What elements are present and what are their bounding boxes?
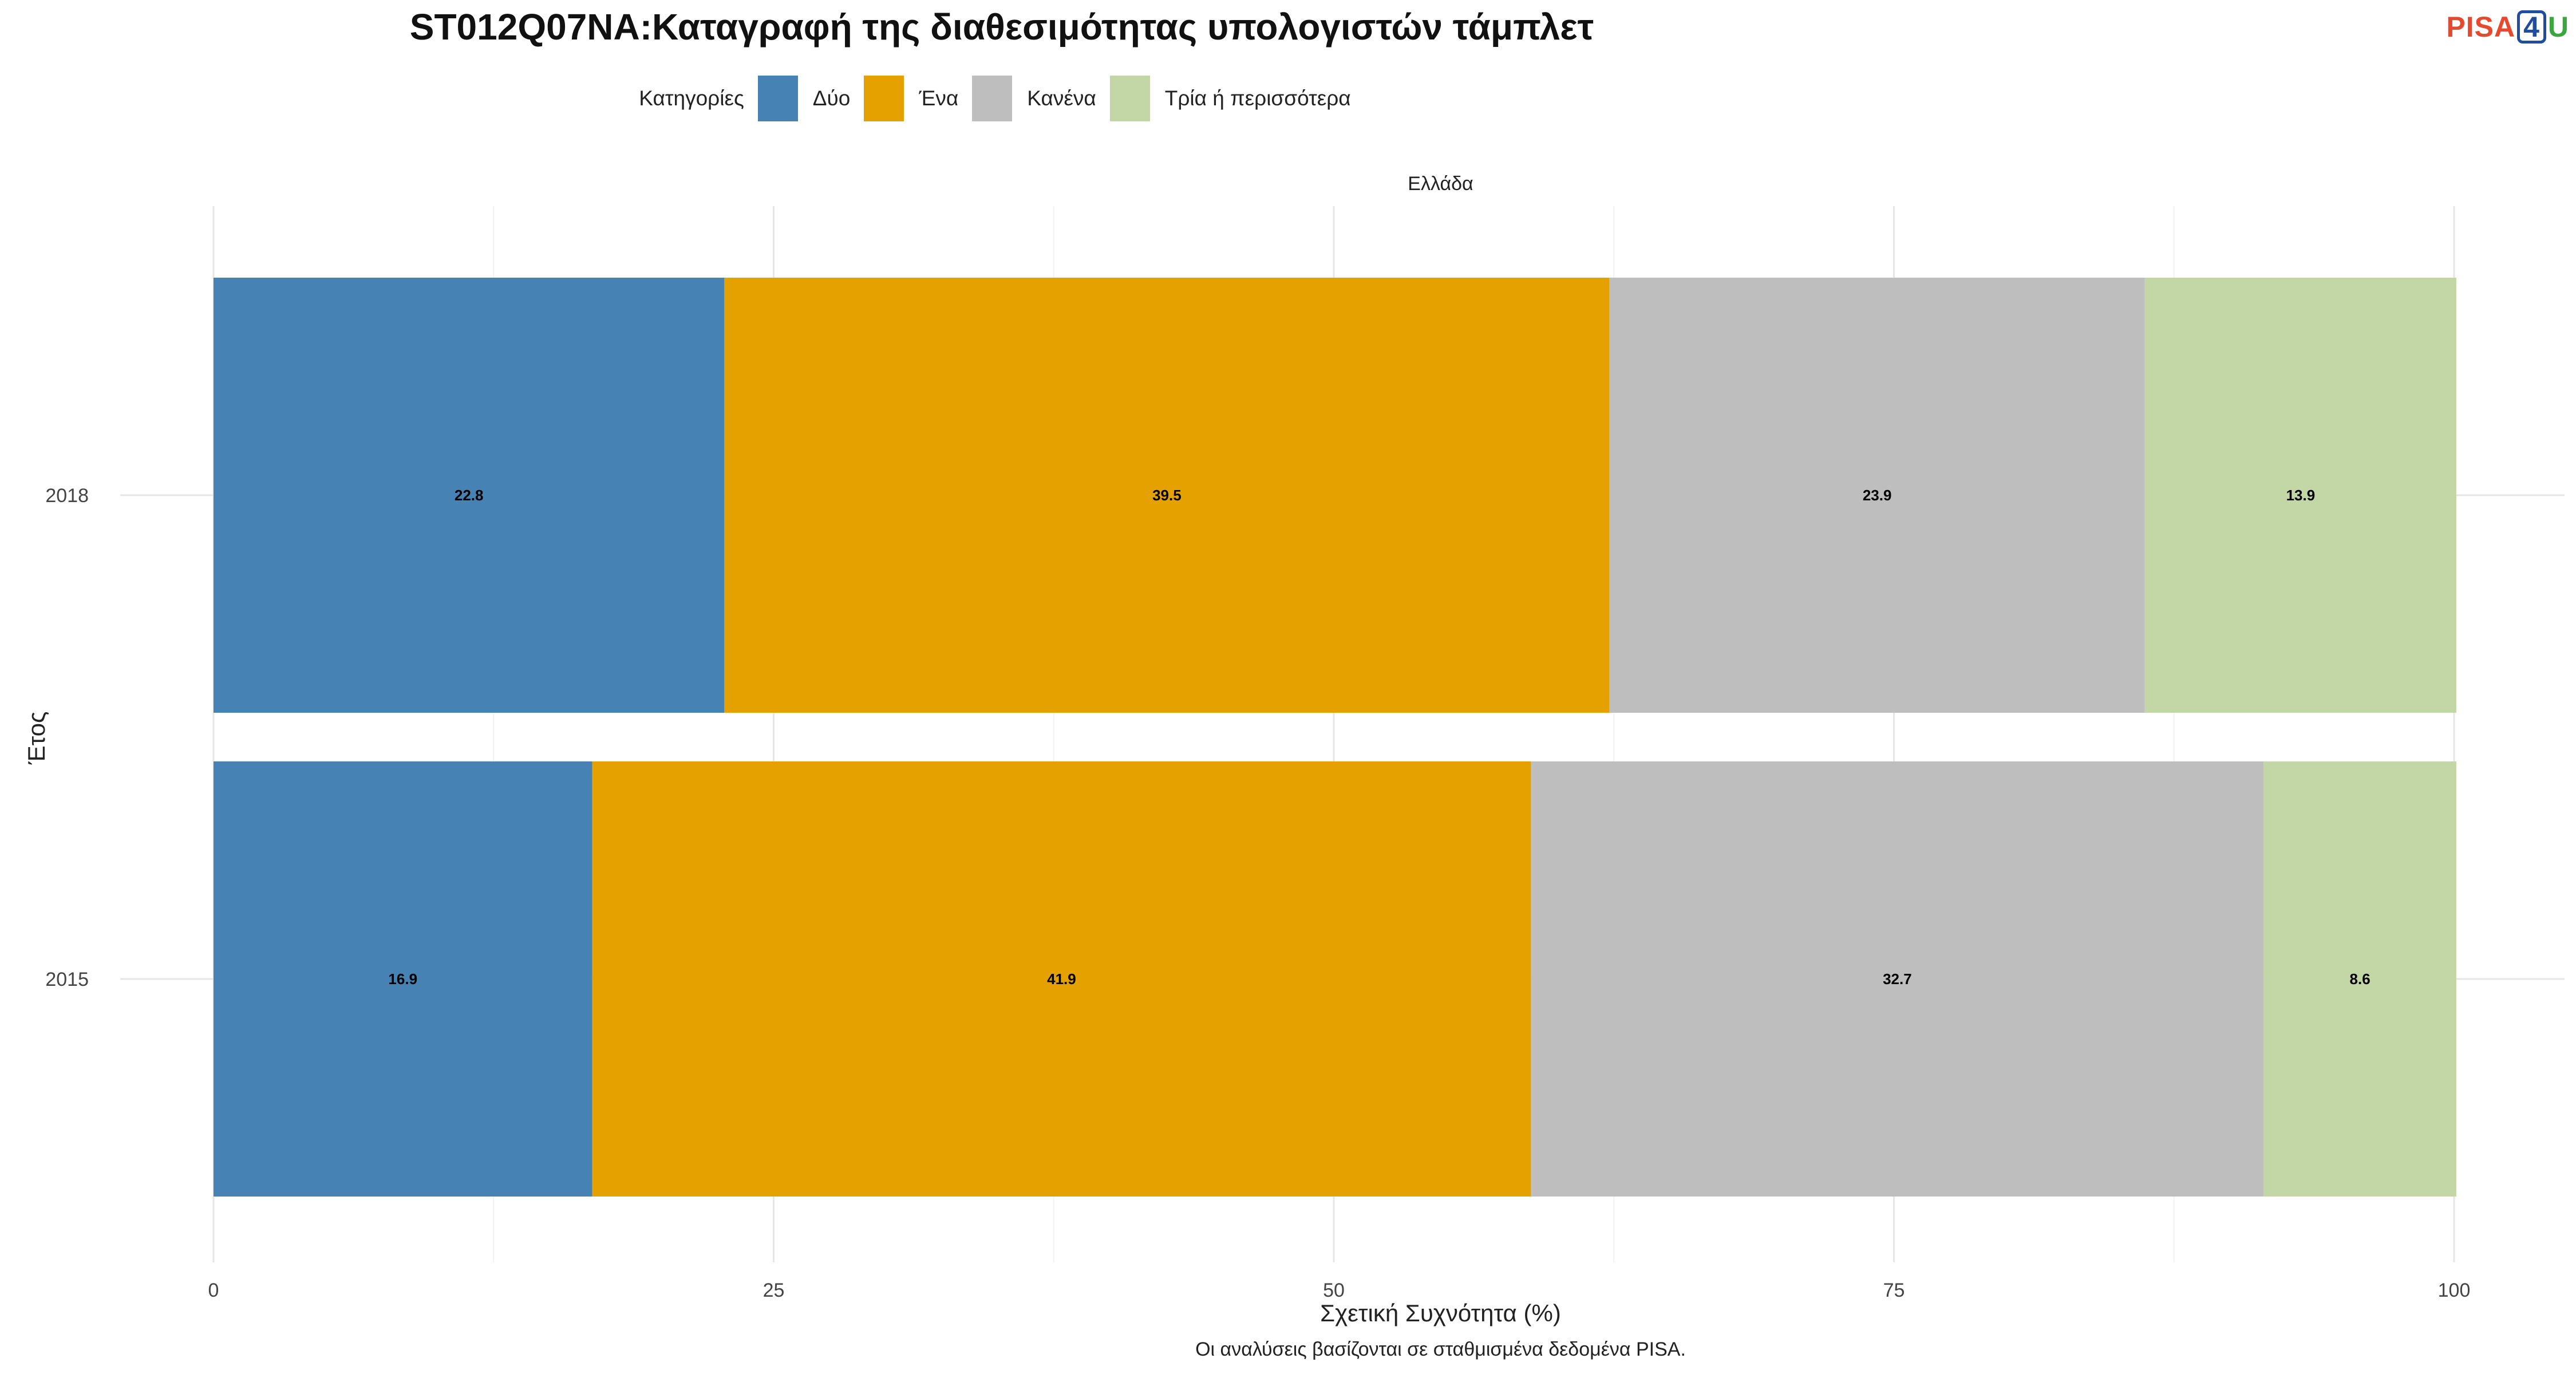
x-tick-label: 25 bbox=[763, 1280, 785, 1301]
bar-value-label: 8.6 bbox=[2350, 970, 2370, 988]
x-axis-label: Σχετική Συχνότητα (%) bbox=[1320, 1300, 1561, 1326]
caption: Οι αναλύσεις βασίζονται σε σταθμισμένα δ… bbox=[1195, 1339, 1686, 1360]
pisa4u-logo: PISA 4 U bbox=[2446, 10, 2569, 44]
x-tick-label: 0 bbox=[208, 1280, 219, 1301]
logo-text-u: U bbox=[2547, 11, 2569, 43]
x-tick-label: 50 bbox=[1323, 1280, 1345, 1301]
legend-label-ena: Ένα bbox=[919, 86, 959, 110]
bar-value-label: 39.5 bbox=[1152, 487, 1182, 504]
legend-item-tria: Τρία ή περισσότερα bbox=[1109, 76, 1351, 121]
bar-value-label: 22.8 bbox=[455, 487, 484, 504]
bar-segment bbox=[592, 761, 1531, 1197]
bar-value-label: 13.9 bbox=[2286, 487, 2316, 504]
logo-text-4: 4 bbox=[2517, 10, 2546, 44]
legend-item-dyo: Δύο bbox=[757, 76, 851, 121]
facet-label: Ελλάδα bbox=[1408, 173, 1473, 195]
legend-label-kanena: Κανένα bbox=[1027, 86, 1096, 110]
bar-segment bbox=[214, 278, 725, 713]
legend-swatch-kanena bbox=[972, 76, 1013, 121]
bar-value-label: 16.9 bbox=[388, 970, 417, 988]
bar-segment bbox=[1531, 761, 2264, 1197]
legend-label-tria: Τρία ή περισσότερα bbox=[1164, 86, 1351, 110]
bar-segment bbox=[724, 278, 1610, 713]
bar-value-label: 32.7 bbox=[1883, 970, 1912, 988]
y-tick-label: 2015 bbox=[45, 969, 89, 990]
legend-swatch-tria bbox=[1109, 76, 1150, 121]
bar-value-label: 41.9 bbox=[1047, 970, 1076, 988]
x-tick-label: 100 bbox=[2438, 1280, 2471, 1301]
legend-item-ena: Ένα bbox=[864, 76, 958, 121]
legend-label-dyo: Δύο bbox=[812, 86, 851, 110]
logo-text-pisa: PISA bbox=[2446, 11, 2516, 43]
legend-swatch-dyo bbox=[757, 76, 798, 121]
y-tick-label: 2018 bbox=[45, 485, 89, 507]
legend: Κατηγορίες Δύο Ένα Κανένα Τρία ή περισσό… bbox=[0, 76, 2004, 121]
legend-item-kanena: Κανένα bbox=[972, 76, 1096, 121]
legend-swatch-ena bbox=[864, 76, 904, 121]
x-tick-label: 75 bbox=[1883, 1280, 1905, 1301]
bar-segment bbox=[2144, 278, 2456, 713]
bar-segment bbox=[2263, 761, 2456, 1197]
y-axis-label: Έτος bbox=[23, 711, 50, 765]
bar-segment bbox=[214, 761, 592, 1197]
legend-title: Κατηγορίες bbox=[639, 86, 744, 110]
bar-segment bbox=[1609, 278, 2145, 713]
chart-title: ST012Q07NA:Καταγραφή της διαθεσιμότητας … bbox=[409, 6, 1594, 48]
bar-value-label: 23.9 bbox=[1863, 487, 1892, 504]
